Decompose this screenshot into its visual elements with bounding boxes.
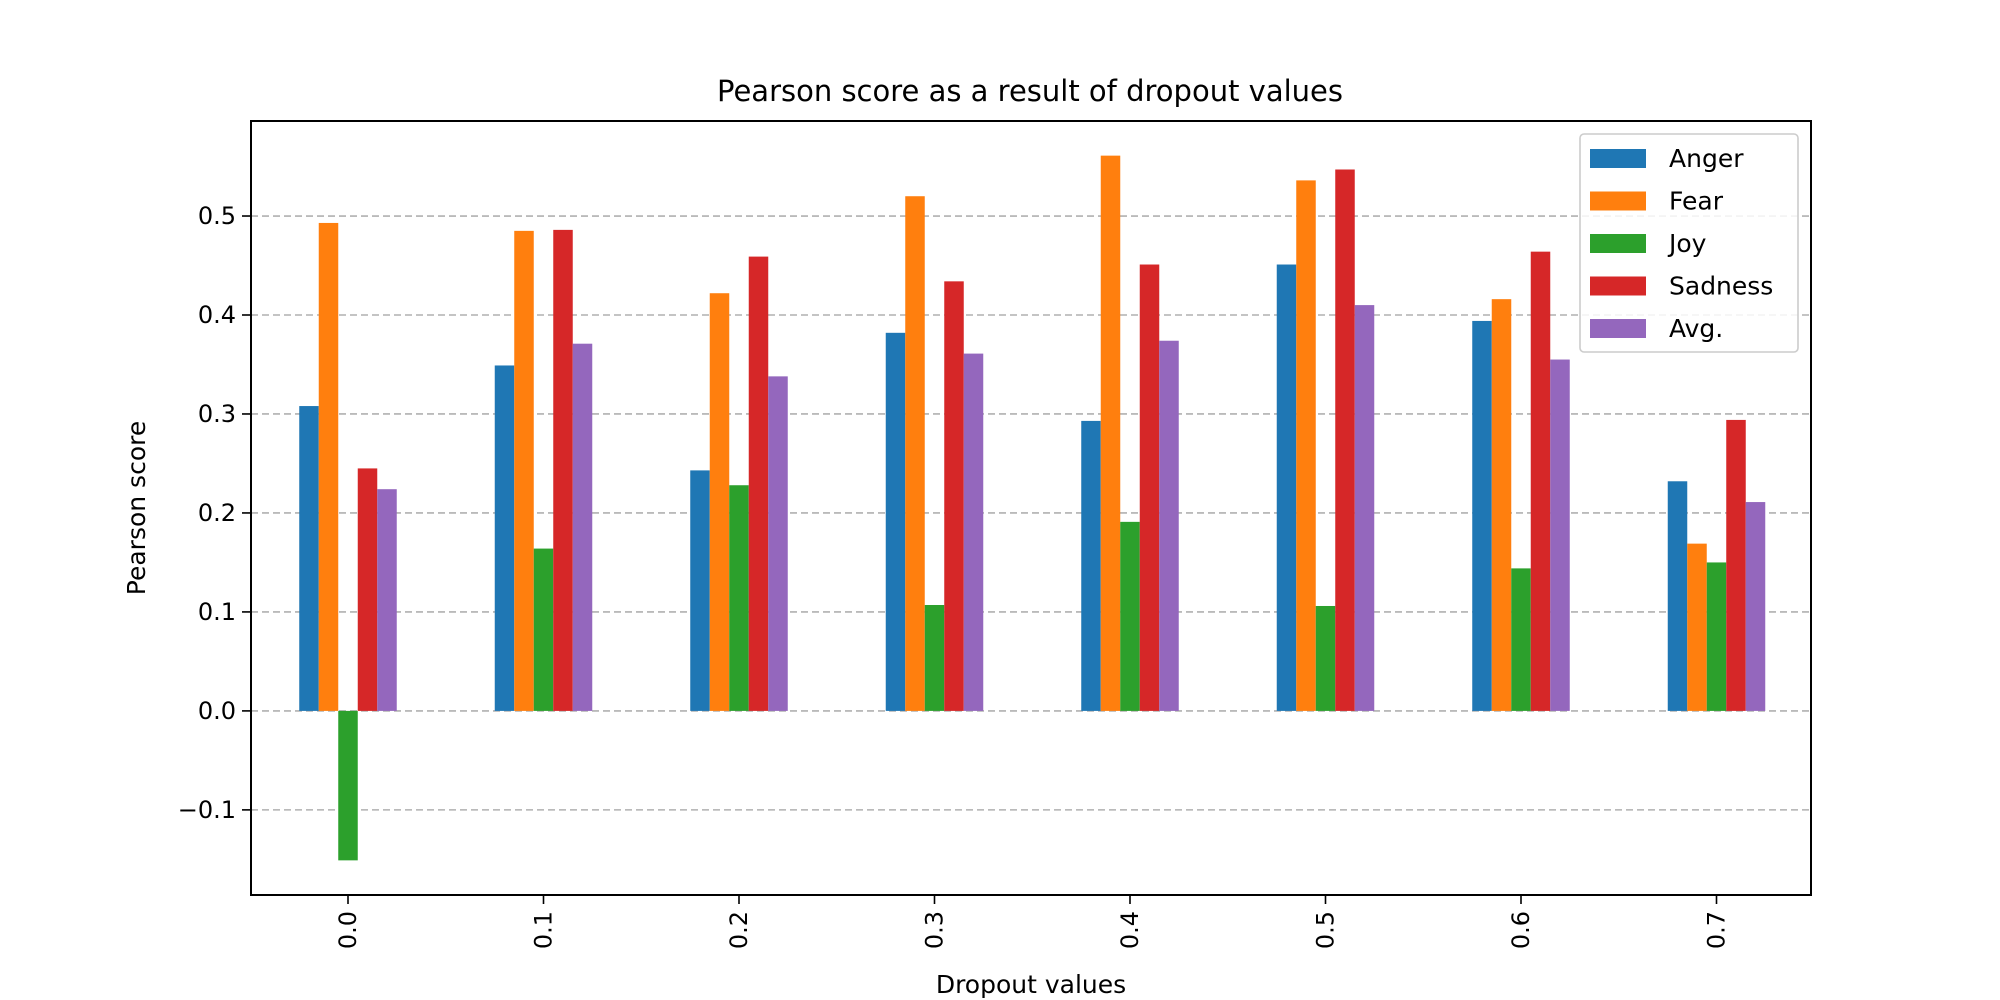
bar-sadness-0.5	[1335, 169, 1355, 711]
bar-fear-0.4	[1100, 155, 1121, 711]
bar-sadness-0.0	[357, 468, 378, 711]
bar-joy-0.6	[1511, 568, 1531, 711]
bar-sadness-0.7	[1726, 419, 1746, 711]
legend-label: Sadness	[1669, 272, 1773, 301]
x-tick-label: 0.6	[1507, 911, 1535, 949]
bar-avg-0.3	[963, 353, 984, 711]
x-tick-label: 0.1	[530, 911, 558, 949]
bar-anger-0.6	[1472, 320, 1492, 711]
legend-box	[1579, 133, 1799, 353]
bar-avg-0.2	[768, 376, 788, 711]
x-axis: 0.0 0.1 0.2 0.3 0.4 0.5 0.6 0.7	[334, 895, 1731, 949]
bar-fear-0.3	[905, 196, 925, 711]
x-tick-label: 0.4	[1116, 911, 1144, 949]
legend-swatch	[1590, 191, 1646, 211]
bar-fear-0.2	[709, 293, 730, 711]
x-tick-label: 0.0	[334, 911, 362, 949]
bar-fear-0.1	[514, 230, 534, 711]
y-tick-label: 0.1	[198, 598, 236, 626]
legend-swatch	[1590, 234, 1646, 253]
y-tick-label: 0.0	[198, 697, 236, 725]
y-tick-label: −0.1	[178, 796, 236, 824]
bar-avg-0.1	[572, 343, 593, 711]
x-tick-label: 0.5	[1312, 911, 1340, 949]
y-tick-label: 0.5	[198, 202, 236, 230]
bar-joy-0.4	[1120, 521, 1140, 711]
bar-sadness-0.2	[748, 256, 769, 711]
bar-avg-0.7	[1745, 502, 1766, 711]
bar-joy-0.2	[729, 485, 749, 711]
bar-sadness-0.6	[1530, 251, 1551, 711]
y-axis: −0.1 0.0 0.1 0.2 0.3 0.4 0.5	[178, 202, 251, 824]
bar-joy-0.1	[533, 548, 554, 711]
legend: Anger Fear Joy Sadness Avg.	[1579, 133, 1799, 353]
bar-anger-0.7	[1667, 481, 1688, 711]
bar-fear-0.6	[1491, 299, 1512, 711]
bar-anger-0.5	[1276, 264, 1297, 711]
bar-anger-0.2	[690, 470, 710, 711]
bar-anger-0.1	[494, 365, 515, 711]
bar-anger-0.4	[1081, 420, 1101, 711]
bar-avg-0.0	[377, 489, 397, 711]
bar-avg-0.6	[1550, 359, 1570, 711]
legend-label: Anger	[1669, 144, 1744, 173]
y-axis-title: Pearson score	[122, 421, 151, 595]
chart-title: Pearson score as a result of dropout val…	[717, 74, 1343, 108]
legend-label: Fear	[1669, 187, 1724, 216]
x-tick-label: 0.2	[725, 911, 753, 949]
bar-fear-0.0	[318, 222, 339, 711]
bar-sadness-0.1	[553, 229, 573, 711]
bar-joy-0.7	[1706, 562, 1727, 711]
legend-swatch	[1590, 149, 1646, 168]
bars	[299, 155, 1766, 861]
bar-sadness-0.3	[944, 281, 964, 711]
plot-frame	[250, 120, 1812, 896]
bar-fear-0.7	[1687, 543, 1707, 711]
legend-label: Avg.	[1669, 314, 1723, 343]
bar-fear-0.5	[1296, 180, 1316, 711]
legend-label: Joy	[1667, 229, 1707, 258]
bar-avg-0.5	[1354, 305, 1375, 711]
bar-joy-0.3	[924, 604, 945, 711]
legend-swatch	[1590, 276, 1646, 296]
y-tick-label: 0.3	[198, 400, 236, 428]
bar-avg-0.4	[1159, 340, 1179, 711]
x-axis-title: Dropout values	[936, 970, 1126, 999]
x-tick-label: 0.7	[1703, 911, 1731, 949]
bar-anger-0.0	[299, 406, 319, 711]
legend-swatch	[1590, 319, 1646, 338]
bar-anger-0.3	[885, 332, 906, 711]
bar-sadness-0.4	[1139, 264, 1160, 711]
bar-joy-0.5	[1315, 605, 1336, 711]
bar-joy-0.0	[338, 710, 358, 861]
y-tick-label: 0.4	[198, 301, 236, 329]
y-tick-label: 0.2	[198, 499, 236, 527]
x-tick-label: 0.3	[921, 911, 949, 949]
